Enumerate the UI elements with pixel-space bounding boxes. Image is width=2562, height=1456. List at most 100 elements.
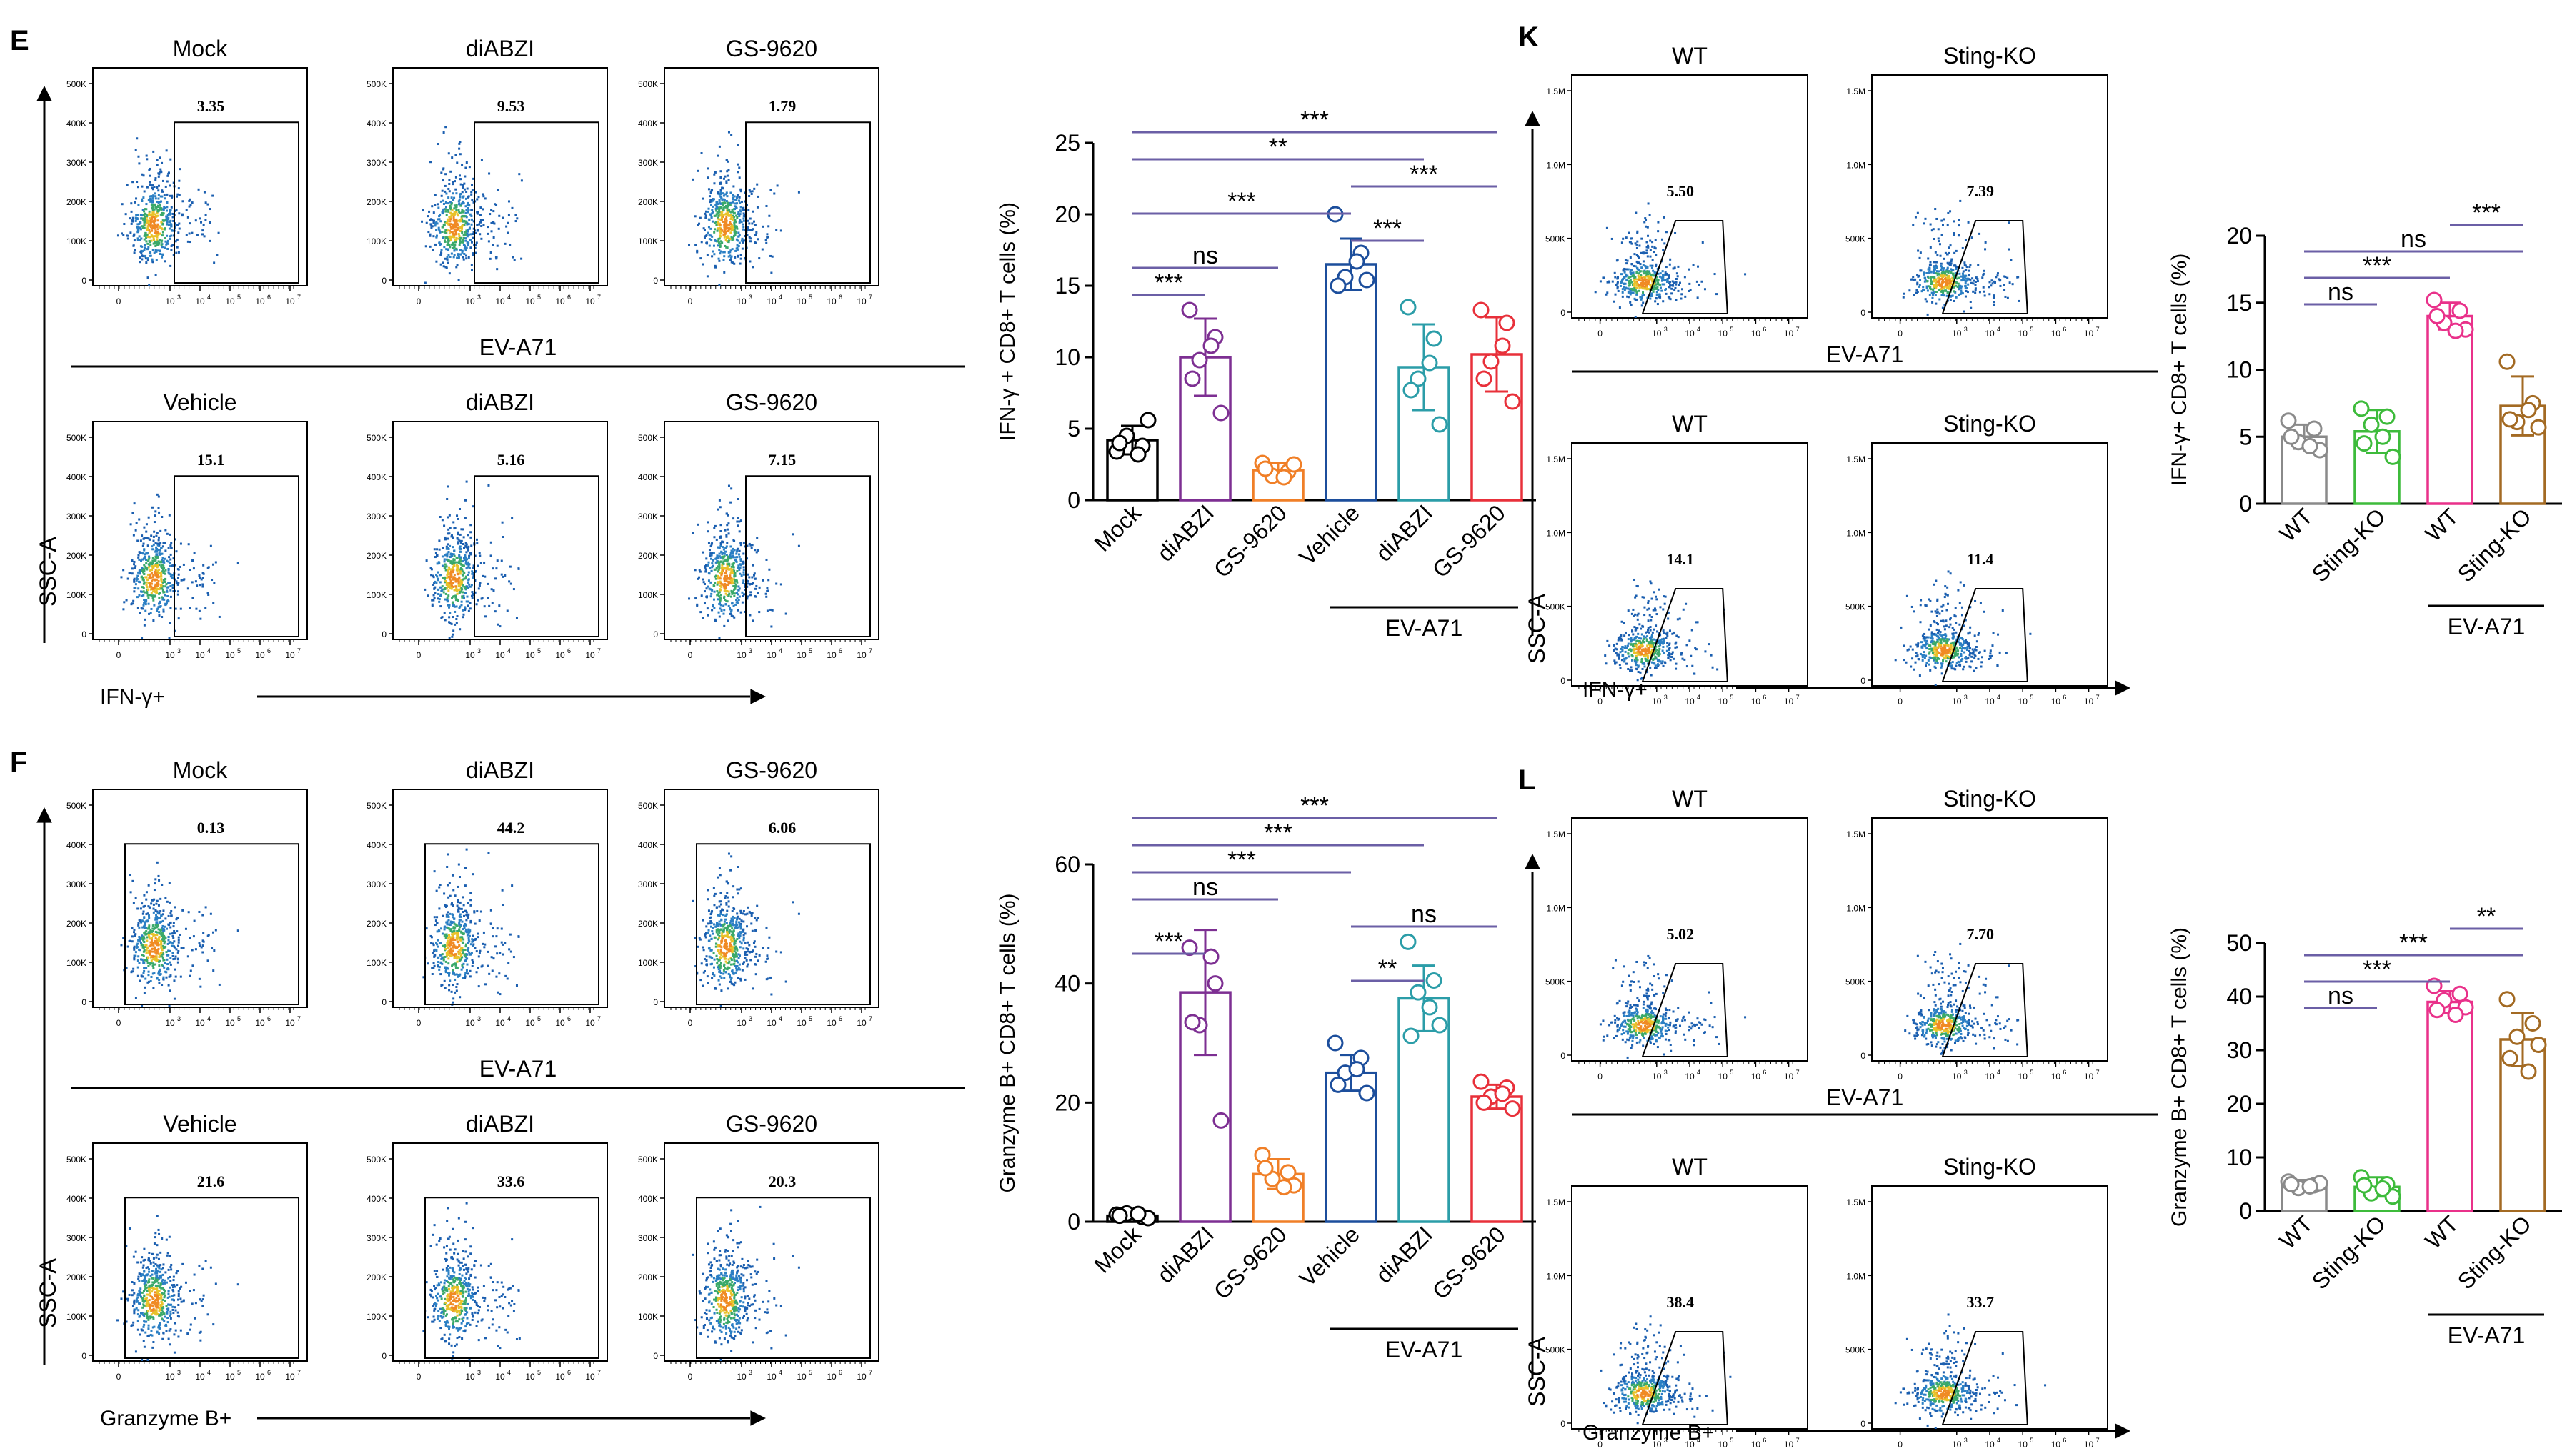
flow-event	[132, 534, 135, 537]
flow-event	[447, 919, 450, 922]
flow-event	[157, 542, 160, 545]
flow-event	[722, 612, 725, 615]
flow-event	[133, 956, 136, 959]
flow-event	[437, 228, 440, 231]
flow-event	[453, 211, 456, 214]
flow-event	[492, 927, 494, 930]
flow-event	[151, 594, 154, 597]
flow-event	[146, 228, 149, 231]
flow-event	[139, 907, 142, 910]
flow-event	[141, 200, 144, 203]
flow-event	[461, 569, 464, 572]
flow-event	[457, 934, 459, 937]
flow-event	[143, 581, 146, 584]
flow-event	[191, 964, 194, 967]
flow-event	[131, 935, 134, 938]
flow-event	[739, 563, 742, 566]
flow-event	[167, 560, 170, 563]
flow-event	[141, 902, 144, 905]
flow-event	[450, 214, 453, 217]
flow-event	[449, 587, 452, 589]
flow-event	[692, 532, 694, 534]
flow-event	[456, 537, 459, 540]
flow-event	[712, 604, 714, 607]
flow-event	[501, 521, 504, 524]
flow-event	[700, 594, 703, 597]
gate	[745, 121, 871, 284]
x-tick-label: 10	[225, 650, 235, 660]
flow-event	[737, 171, 739, 174]
flow-event	[723, 595, 726, 598]
flow-event	[719, 524, 722, 527]
flow-event	[719, 969, 722, 972]
flow-event	[449, 939, 452, 942]
flow-event	[145, 600, 148, 603]
flow-event	[170, 909, 173, 912]
flow-event	[452, 997, 455, 1000]
flow-event	[209, 912, 212, 915]
flow-event	[151, 569, 154, 572]
flow-event	[497, 227, 500, 230]
flow-event	[499, 952, 502, 954]
flow-event	[144, 257, 147, 260]
flow-event	[159, 571, 162, 574]
flow-event	[722, 569, 724, 572]
flow-event	[155, 592, 158, 594]
flow-event	[152, 933, 155, 936]
flow-event	[715, 538, 718, 541]
flow-event	[765, 204, 768, 207]
flow-event	[775, 582, 778, 585]
flow-event	[454, 957, 457, 959]
flow-event	[734, 559, 737, 562]
flow-event	[151, 579, 154, 582]
flow-event	[746, 912, 749, 915]
flow-event	[166, 900, 169, 903]
flow-event	[712, 198, 715, 201]
flow-event	[718, 562, 721, 565]
flow-event	[169, 912, 172, 915]
flow-event	[169, 220, 171, 223]
flow-event	[150, 582, 153, 585]
flow-event	[448, 989, 451, 992]
flow-event	[758, 954, 761, 957]
flow-event	[153, 221, 156, 224]
flow-event	[131, 567, 134, 570]
flow-event	[169, 558, 172, 561]
flow-event	[746, 557, 749, 560]
flow-event	[718, 555, 721, 558]
flow-event	[157, 579, 160, 582]
flow-event	[442, 956, 445, 959]
flow-event	[161, 924, 164, 927]
flow-event	[129, 217, 131, 220]
flow-event	[168, 882, 171, 884]
flow-event	[187, 911, 190, 914]
flow-event	[154, 578, 156, 581]
flow-event	[455, 204, 458, 207]
flow-event	[145, 562, 148, 565]
flow-event	[151, 576, 154, 579]
flow-event	[498, 604, 501, 607]
flow-event	[133, 958, 136, 961]
flow-event	[726, 524, 729, 527]
flow-event	[467, 972, 469, 975]
flow-event	[735, 599, 738, 602]
flow-event	[741, 591, 744, 594]
gate	[474, 121, 599, 284]
flow-event	[467, 211, 469, 214]
flow-event	[454, 596, 457, 599]
flow-event	[449, 920, 452, 923]
flow-event	[162, 927, 165, 930]
flow-event	[729, 222, 732, 225]
flow-event	[727, 251, 730, 254]
flow-event	[698, 937, 701, 939]
flow-event	[144, 609, 147, 612]
flow-event	[136, 966, 139, 969]
flow-event	[151, 937, 154, 939]
flow-event	[717, 192, 720, 195]
flow-event	[137, 571, 140, 574]
flow-event	[729, 919, 732, 922]
flow-event	[461, 932, 464, 934]
flow-event	[169, 607, 172, 609]
flow-event	[703, 970, 706, 973]
flow-event	[718, 983, 721, 986]
